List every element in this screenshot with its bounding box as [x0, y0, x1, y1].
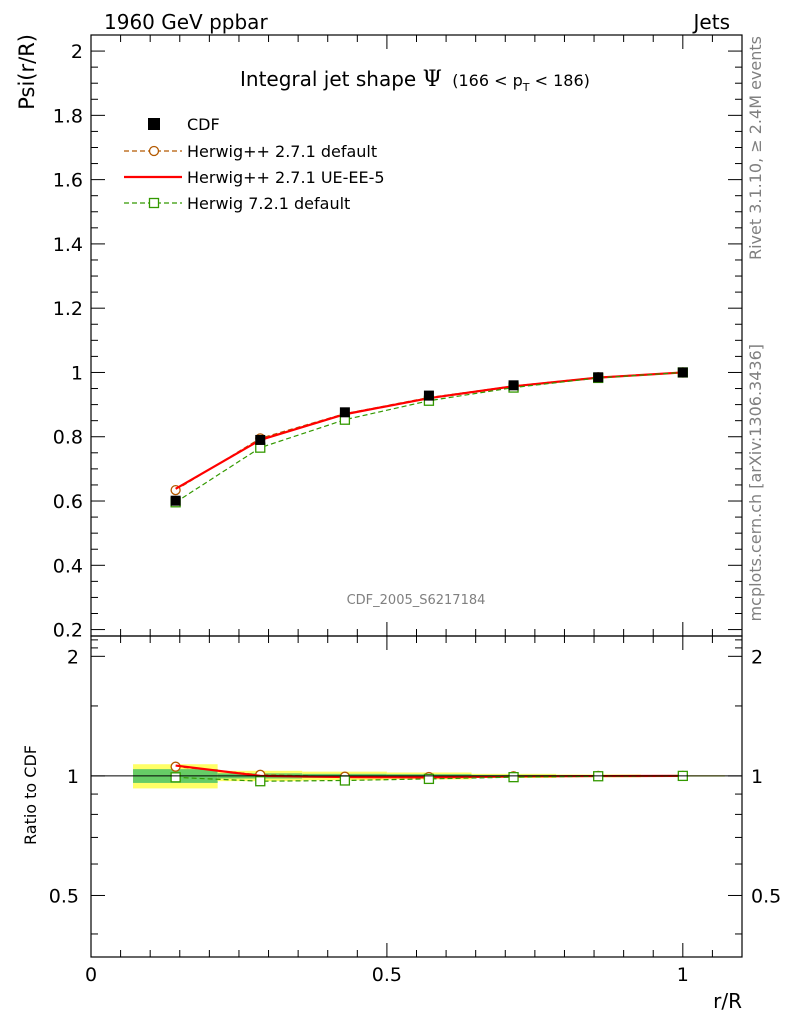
- ratio-point-2-4: [508, 772, 519, 783]
- legend-marker-0: [148, 145, 160, 157]
- ratio-tick-label-right-2: 2: [751, 646, 763, 668]
- y-tick-label-4: 1: [71, 362, 83, 384]
- x-tick-label-1: 0.5: [372, 964, 402, 986]
- series-line-0: [175, 371, 683, 491]
- ratio-tick-label-right-1: 1: [751, 766, 763, 788]
- ratio-tick-label-right-0: 0.5: [751, 885, 781, 907]
- data-point-2: [339, 407, 350, 418]
- legend-label-2: Herwig 7.2.1 default: [187, 194, 350, 213]
- series-layer: [170, 367, 688, 787]
- ratio-frame: [90, 635, 743, 958]
- y-axis-label: Psi(r/R): [15, 34, 39, 110]
- x-tick-label-2: 1: [677, 964, 689, 986]
- data-point-5: [593, 372, 604, 383]
- ratio-point-2-3: [423, 773, 435, 785]
- x-axis-label: r/R: [713, 989, 742, 1013]
- y-tick-label-1: 0.4: [53, 555, 83, 577]
- plot-frames: [90, 34, 743, 958]
- legend-label-0: Herwig++ 2.7.1 default: [187, 142, 377, 161]
- ratio-point-2-0: [170, 772, 181, 783]
- chart-title-symbol: Ψ: [423, 67, 442, 92]
- ratio-tick-label-left-0: 0.5: [49, 885, 79, 907]
- legend-marker-data: [148, 118, 160, 130]
- y-tick-label-8: 1.8: [53, 105, 83, 127]
- legend-label-1: Herwig++ 2.7.1 UE-EE-5: [187, 168, 385, 187]
- x-tick-label-0: 0: [85, 964, 97, 986]
- header-right: Jets: [692, 10, 730, 34]
- y-tick-label-3: 0.8: [53, 427, 83, 449]
- data-point-3: [423, 390, 434, 401]
- y-tick-label-2: 0.6: [53, 491, 83, 513]
- ratio-tick-label-left-2: 2: [67, 646, 79, 668]
- data-point-1: [255, 434, 266, 445]
- ratio-point-2-2: [339, 775, 351, 786]
- data-point-4: [508, 380, 519, 391]
- data-point-0: [170, 495, 181, 506]
- ratio-tick-label-left-1: 1: [67, 766, 79, 788]
- chart-title: Integral jet shape Ψ (166 < pT < 186): [240, 67, 590, 94]
- chart-title-text: Integral jet shape: [240, 67, 416, 91]
- header-left: 1960 GeV ppbar: [104, 10, 268, 34]
- y-tick-label-5: 1.2: [53, 298, 83, 320]
- legend-marker-2: [148, 197, 160, 209]
- ratio-point-2-1: [255, 776, 266, 787]
- data-point-6: [677, 367, 688, 378]
- tick-labels: 0 0.5 1 0.2 0.4 0.6 0.8 1 1.2 1.4 1.6 1.8 2 0.5 0.5 1 1 2…: [49, 41, 781, 986]
- ratio-y-axis-label: Ratio to CDF: [21, 745, 40, 845]
- rivet-label: Rivet 3.1.10, ≥ 2.4M events: [746, 36, 765, 260]
- y-tick-label-6: 1.4: [53, 234, 83, 256]
- y-tick-label-0: 0.2: [53, 620, 83, 642]
- mcplots-label: mcplots.cern.ch [arXiv:1306.3436]: [746, 344, 765, 621]
- watermark: CDF_2005_S6217184: [347, 593, 486, 608]
- y-tick-label-7: 1.6: [53, 170, 83, 192]
- series-line-1: [175, 371, 683, 490]
- y-tick-label-9: 2: [71, 41, 83, 63]
- legend: CDF Herwig++ 2.7.1 default Herwig++ 2.7.1 …: [124, 115, 385, 213]
- legend-label-data: CDF: [187, 115, 220, 134]
- chart-title-range: (166 < pT < 186): [452, 71, 590, 94]
